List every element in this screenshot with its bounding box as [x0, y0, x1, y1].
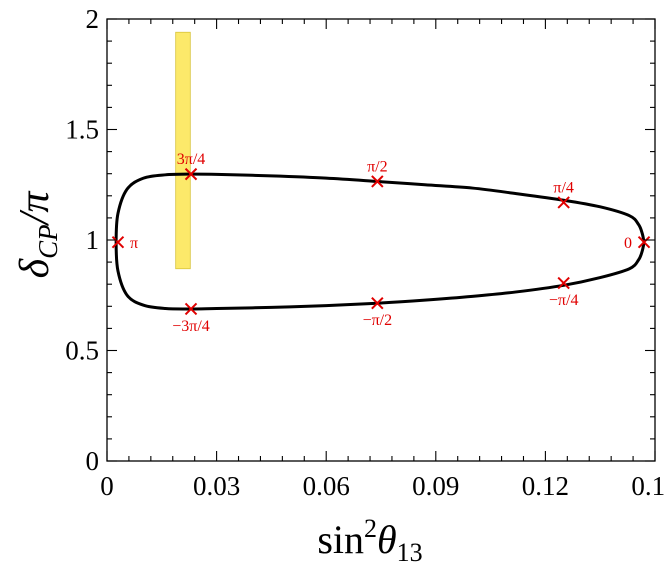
marker-x	[371, 296, 384, 310]
x-axis-title: sin2θ13	[317, 514, 422, 563]
y-axis-title-suffix: /π	[12, 191, 58, 227]
y-axis-title: δCP/π	[12, 191, 63, 279]
marker-x	[557, 276, 570, 290]
y-tick-label: 2	[86, 4, 100, 34]
marker-x	[371, 175, 384, 188]
marker-label: −π/4	[549, 292, 579, 309]
x-tick-label: 0.03	[193, 471, 240, 501]
marker-x	[184, 302, 198, 316]
marker-label: −3π/4	[172, 318, 210, 335]
x-axis-title-sup: 2	[364, 514, 377, 543]
marker-label: π/4	[553, 179, 574, 196]
x-axis-title-symbol: θ	[377, 517, 397, 562]
marker-x	[637, 236, 651, 249]
marker-x	[111, 236, 125, 249]
x-axis-title-sub: 13	[397, 538, 423, 563]
marker-x	[184, 167, 198, 181]
y-tick-label: 1.5	[65, 115, 99, 145]
marker-label: π	[130, 235, 138, 252]
x-tick-label: 0	[100, 471, 114, 501]
y-tick-label: 0	[86, 446, 100, 476]
marker-label: π/2	[367, 158, 388, 175]
y-axis-title-sub: CP	[33, 224, 63, 259]
marker-x	[557, 196, 570, 209]
y-tick-label: 0.5	[65, 336, 99, 366]
x-tick-label: 0.09	[412, 471, 459, 501]
x-tick-label: 0.12	[522, 471, 569, 501]
contour-curve	[114, 172, 646, 311]
shaded-band	[175, 31, 191, 270]
x-tick-label: 0.06	[303, 471, 350, 501]
marker-label: 3π/4	[177, 151, 206, 168]
marker-label: −π/2	[363, 312, 393, 329]
y-tick-label: 1	[86, 225, 100, 255]
x-axis-title-base: sin	[317, 517, 364, 562]
marker-label: 0	[624, 235, 632, 252]
x-tick-label: 0.15	[631, 471, 664, 501]
y-axis-title-symbol: δ	[12, 257, 58, 278]
